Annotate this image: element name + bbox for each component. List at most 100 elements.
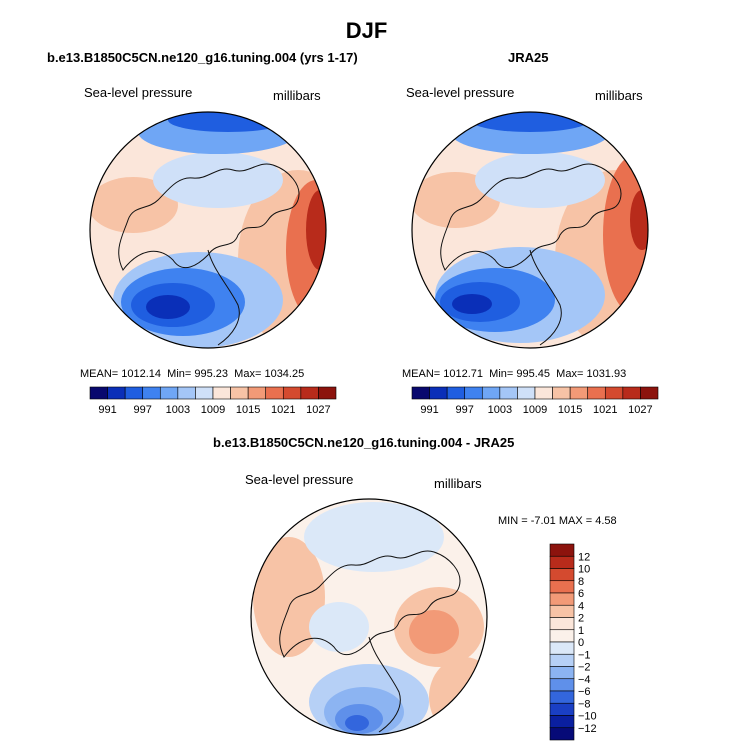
panel-2-right-label: millibars [595,88,643,103]
colorbar-tick-label: 991 [98,404,116,416]
pressure-contour-region [90,177,178,233]
colorbar-tick-label: −6 [578,686,591,698]
colorbar-swatch [318,386,337,400]
panel-1-max-value: 1034.25 [264,368,305,380]
map-boundary [411,111,649,349]
colorbar-swatch [549,629,575,643]
colorbar-swatch [142,386,161,400]
panel-1-min-value: 995.23 [194,368,229,380]
pressure-contour-region [345,715,369,731]
panel-1-stats: MEAN= 1012.14 Min= 995.23 Max= 1034.25 [80,368,304,380]
panel-2-max-value: 1031.93 [586,368,627,380]
panel-2-left-label: Sea-level pressure [406,85,515,100]
colorbar-tick-label: 1021 [593,404,617,416]
map-fill-group [90,112,326,348]
panel-2-min-label: Min= [489,368,514,380]
colorbar-tick-label: 997 [134,404,152,416]
pressure-contour-region [309,602,369,652]
panel-3-max-label: MAX = [558,515,593,527]
map-fill-group [412,112,648,348]
colorbar-tick-label: −2 [578,662,591,674]
colorbar-swatch [446,386,466,400]
panel-1-right-label: millibars [273,88,321,103]
panel-3-title: b.e13.B1850C5CN.ne120_g16.tuning.004 - J… [213,435,515,450]
colorbar-tick-label: 12 [578,551,590,563]
colorbar-swatch [212,386,231,400]
coastline [440,163,622,271]
panel-3-max-value: 4.58 [595,515,617,527]
coastline [279,550,461,658]
colorbar-swatch [159,386,179,400]
pressure-contour-region [146,295,190,319]
colorbar-swatch [549,702,575,716]
colorbar-tick-label: 1 [578,625,584,637]
panel-3-right-label: millibars [434,476,482,491]
panel-1-colorbar: 991997100310091015102110271033 [89,386,337,416]
colorbar-tick-label: 991 [420,404,438,416]
colorbar-tick-label: 2 [578,613,584,625]
pressure-contour-region [306,190,326,270]
panel-2-map [411,111,649,349]
colorbar-tick-label: 1003 [166,404,190,416]
colorbar-swatch [499,386,518,400]
colorbar-swatch [517,386,536,400]
colorbar-swatch [107,386,126,400]
colorbar-tick-label: 6 [578,588,584,600]
map-boundary [250,498,488,736]
colorbar-tick-label: 1015 [236,404,260,416]
panel-1-max-label: Max= [234,368,262,380]
colorbar-swatch [124,386,144,400]
colorbar-swatch [177,386,196,400]
panel-3-map [250,498,488,736]
coastline [207,249,240,346]
panel-2-mean-value: 1012.71 [443,368,484,380]
map-boundary [89,111,327,349]
colorbar-tick-label: 1027 [306,404,330,416]
colorbar-tick-label: 1015 [558,404,582,416]
colorbar-swatch [464,386,483,400]
colorbar-swatch [549,666,575,680]
panel-1-min-label: Min= [167,368,192,380]
panel-2-mean-label: MEAN= [402,368,441,380]
colorbar-tick-label: −12 [578,723,597,735]
colorbar-swatch [411,386,430,400]
panel-2-stats: MEAN= 1012.71 Min= 995.45 Max= 1031.93 [402,368,626,380]
colorbar-swatch [534,386,553,400]
colorbar-swatch [549,568,575,582]
colorbar-swatch [640,386,659,400]
colorbar-swatch [89,386,108,400]
colorbar-swatch [549,592,575,606]
panel-3-left-label: Sea-level pressure [245,472,354,487]
pressure-contour-region [409,610,459,654]
pressure-contour-region [630,190,648,250]
panel-3-min-label: MIN = [498,515,528,527]
colorbar-swatch [549,617,575,631]
pressure-contour-region [304,502,444,572]
colorbar-swatch [552,386,571,400]
colorbar-swatch [549,580,575,594]
figure-title: DJF [345,18,388,43]
pressure-contour-region [452,294,492,314]
colorbar-swatch [230,386,249,400]
panel-1-left-label: Sea-level pressure [84,85,193,100]
colorbar-tick-label: 1009 [201,404,225,416]
colorbar-tick-label: −4 [578,674,591,686]
colorbar-swatch [247,386,267,400]
panel-2-colorbar: 991997100310091015102110271033 [411,386,659,416]
pressure-contour-region [153,152,283,208]
colorbar-swatch [549,543,575,557]
colorbar-tick-label: −8 [578,698,591,710]
colorbar-swatch [549,555,575,569]
colorbar-tick-label: −1 [578,649,591,661]
colorbar-tick-label: 4 [578,600,584,612]
colorbar-tick-label: −10 [578,711,597,723]
colorbar-tick-label: 997 [456,404,474,416]
coastline [529,249,562,346]
panel-2-min-value: 995.45 [516,368,551,380]
colorbar-tick-label: 8 [578,576,584,588]
colorbar-swatch [549,715,575,729]
colorbar-swatch [549,641,575,655]
colorbar-swatch [265,386,284,400]
colorbar-tick-label: 10 [578,564,590,576]
